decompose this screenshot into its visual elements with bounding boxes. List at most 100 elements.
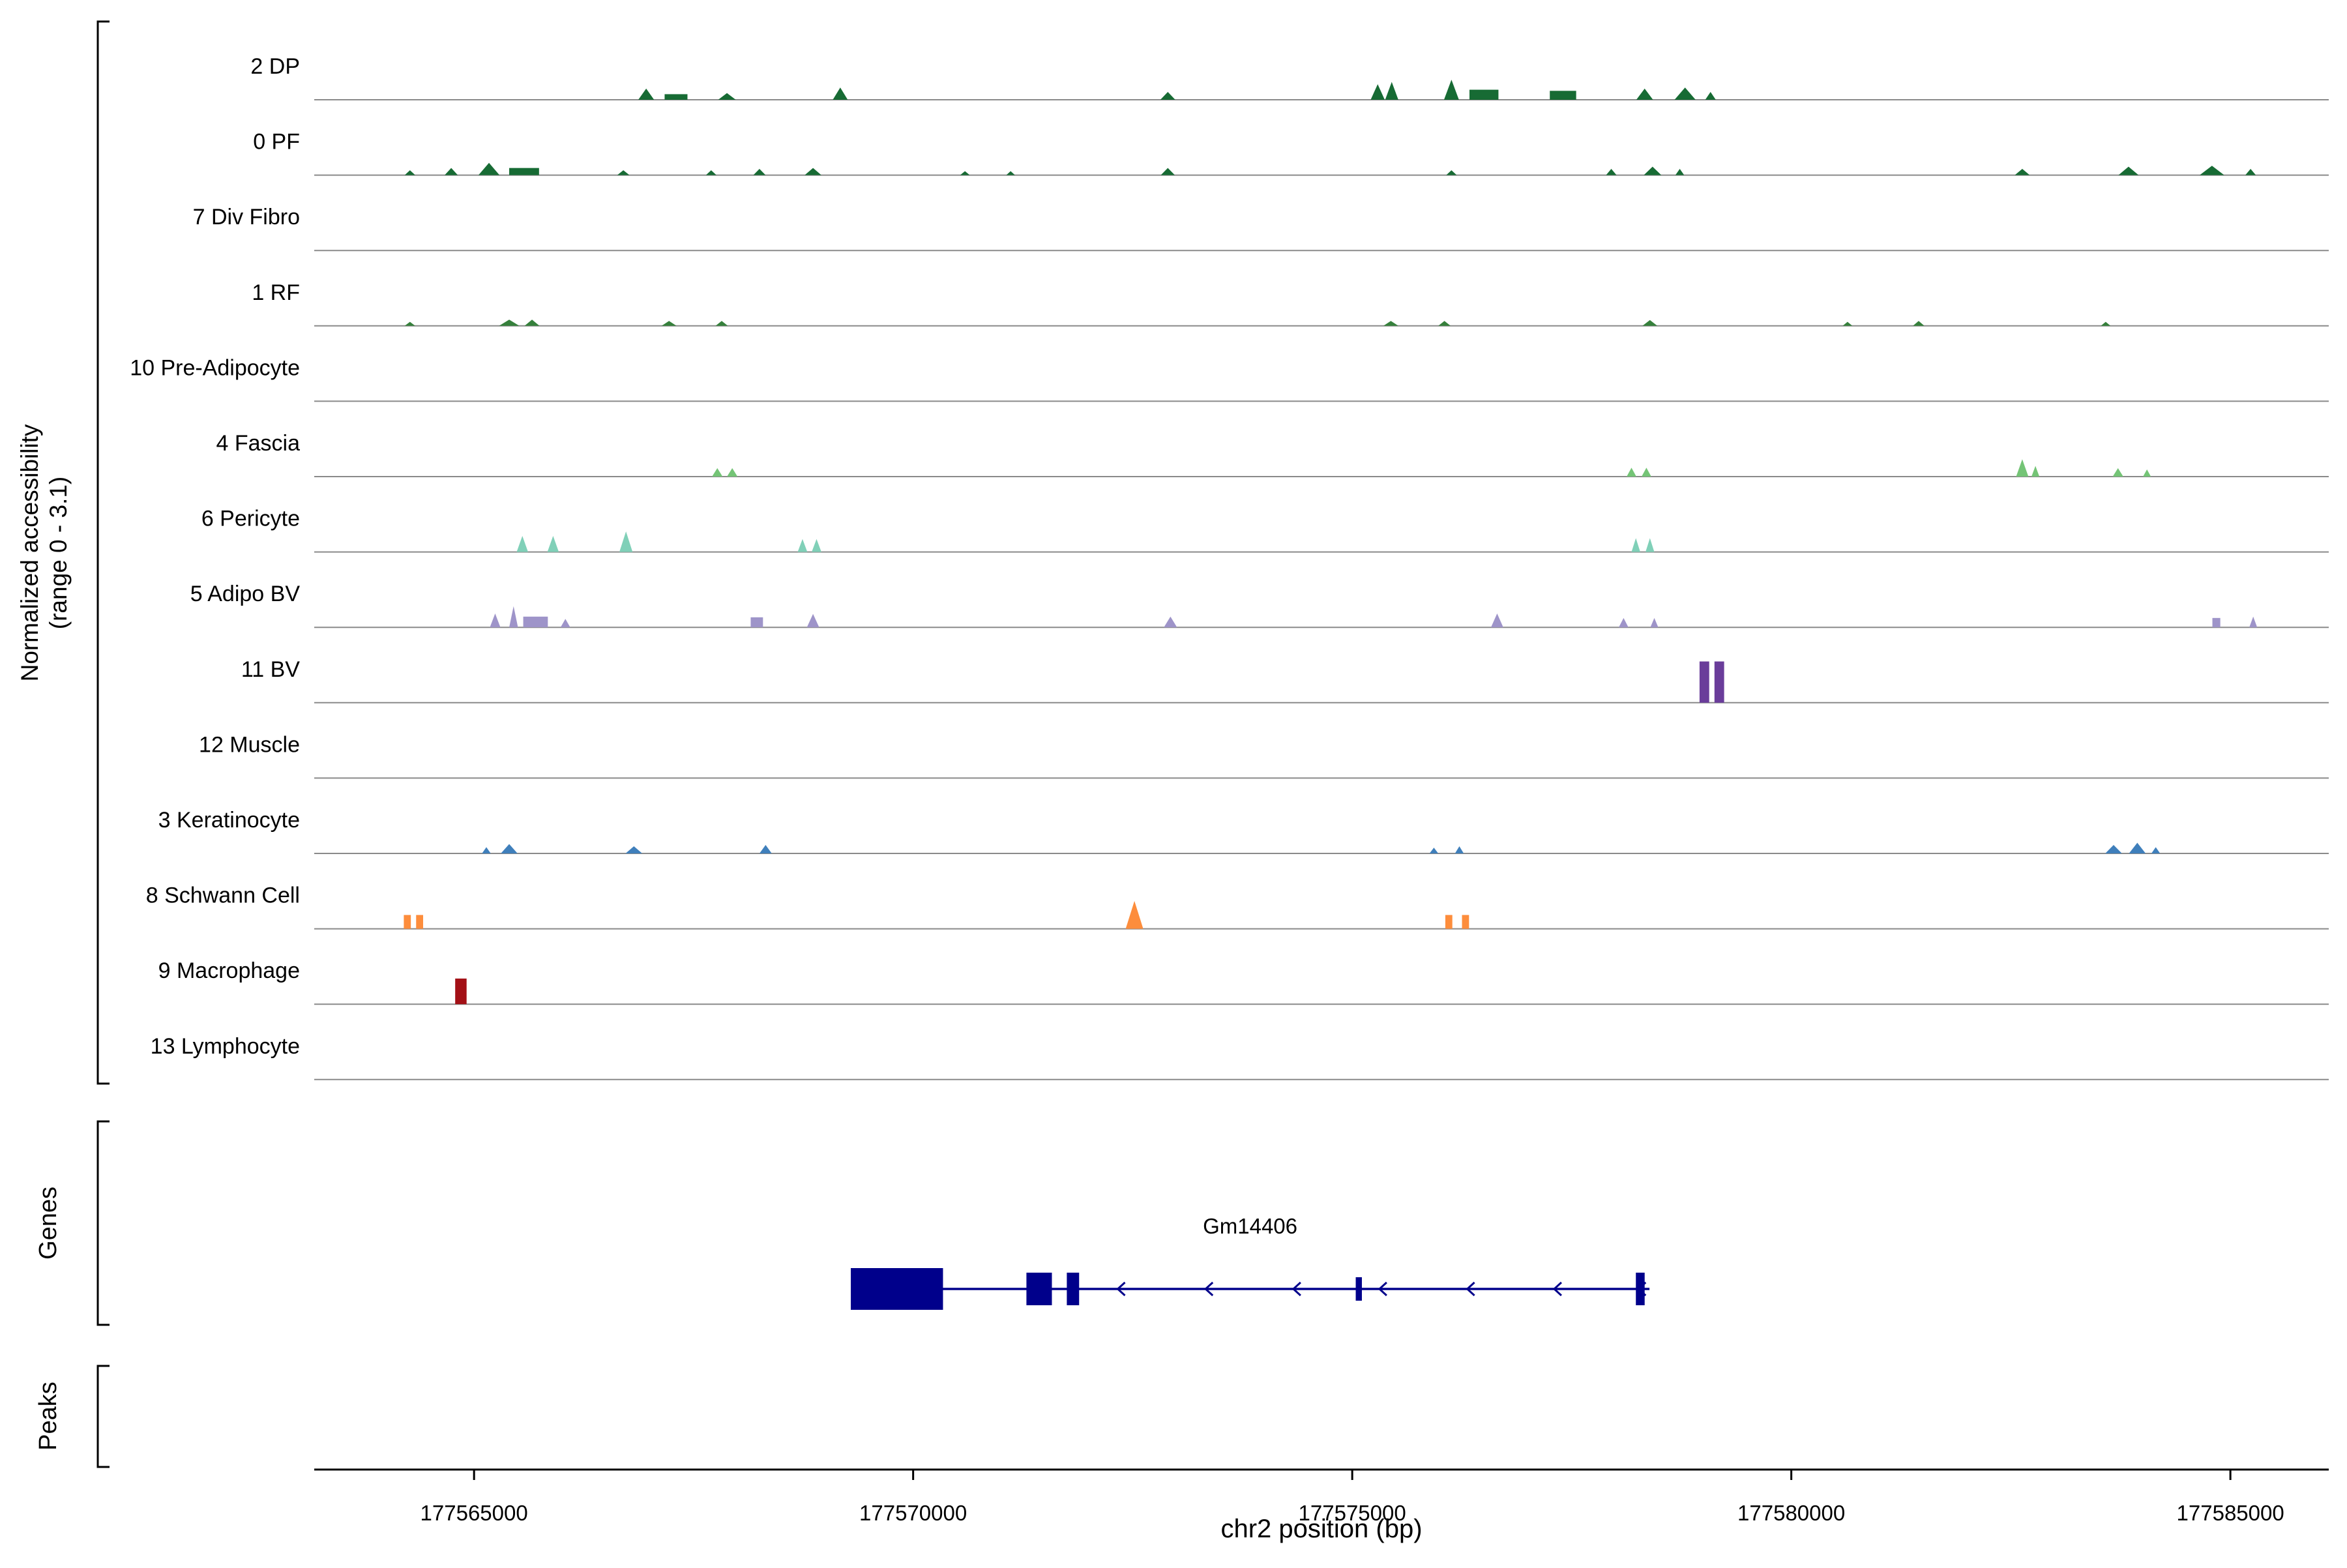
signal-peak: [2031, 466, 2040, 477]
signal-peak: [1006, 171, 1015, 175]
signal-peak: [1644, 166, 1662, 175]
track-label-1-rf: 1 RF: [252, 280, 300, 305]
section-bracket: [96, 20, 110, 1085]
gene-strand-arrow: [1378, 1281, 1387, 1297]
track-label-11-bv: 11 BV: [241, 657, 300, 682]
signal-peak: [547, 535, 559, 552]
signal-peak: [1674, 87, 1696, 100]
track-3-keratinocyte: 3 Keratinocyte: [158, 808, 2329, 854]
x-axis: 177565000 177570000 177575000 177580000 1775…: [314, 1468, 2329, 1525]
gene-exon: [1026, 1273, 1052, 1305]
track-11-bv: 11 BV: [241, 657, 2329, 703]
section-brackets: [96, 20, 110, 1468]
genes-section-label: Genes: [35, 1187, 62, 1260]
signal-peak: [1160, 92, 1175, 100]
signal-peak: [960, 171, 970, 175]
gene-name-label: Gm14406: [1203, 1214, 1297, 1238]
track-label-6-pericyte: 6 Pericyte: [201, 507, 300, 531]
gene-exon: [1636, 1273, 1645, 1305]
y-axis-label-line1: Normalized accessibility: [16, 424, 43, 681]
signal-peak: [404, 915, 411, 929]
signal-peak: [490, 614, 501, 628]
signal-peak: [661, 321, 677, 326]
track-label-12-muscle: 12 Muscle: [199, 732, 300, 757]
signal-peak: [509, 168, 539, 175]
signal-peak: [1385, 81, 1398, 100]
track-1-rf: 1 RF: [252, 280, 2329, 327]
signal-peak: [638, 88, 655, 100]
signal-peak: [524, 319, 540, 326]
signal-peak: [1125, 900, 1144, 929]
signal-peak: [753, 169, 766, 175]
signal-peak: [1714, 661, 1724, 703]
signal-peak: [1438, 321, 1451, 326]
signal-peak: [1618, 617, 1629, 628]
signal-peak: [1642, 319, 1658, 326]
signal-peak: [1842, 321, 1853, 326]
signal-peak: [625, 846, 643, 853]
accessibility-tracks: 2 DP 0 PF 7 Div Fibro 1 RF 10 Pre-Adipocyte 4…: [130, 54, 2329, 1080]
signal-peak: [516, 535, 528, 552]
signal-peak: [2245, 169, 2256, 175]
signal-peak: [1462, 915, 1469, 929]
track-label-3-keratinocyte: 3 Keratinocyte: [158, 808, 300, 833]
track-0-pf: 0 PF: [253, 130, 2329, 176]
signal-peak: [501, 844, 518, 853]
signal-peak: [1164, 616, 1177, 628]
track-label-0-pf: 0 PF: [253, 130, 300, 155]
signal-peak: [1370, 84, 1385, 100]
signal-peak: [404, 321, 415, 326]
signal-peak: [2112, 468, 2123, 477]
track-label-7-div-fibro: 7 Div Fibro: [193, 205, 300, 229]
signal-peak: [1429, 848, 1439, 853]
signal-peak: [797, 539, 808, 552]
track-5-adipo-bv: 5 Adipo BV: [190, 582, 2329, 629]
gene-exon: [851, 1268, 943, 1310]
track-6-pericyte: 6 Pericyte: [201, 507, 2329, 553]
signal-peak: [1446, 170, 1457, 175]
signal-peak: [1160, 168, 1175, 175]
gene-strand-arrow: [1116, 1281, 1126, 1297]
y-axis-label-line2: (range 0 - 3.1): [45, 477, 72, 629]
signal-peak: [2151, 847, 2161, 853]
x-axis-tick-label: 177565000: [421, 1501, 528, 1525]
track-label-2-dp: 2 DP: [250, 54, 300, 79]
signal-peak: [712, 468, 723, 477]
track-12-muscle: 12 Muscle: [199, 732, 2329, 779]
section-bracket: [96, 1365, 110, 1468]
x-axis-title: chr2 position (bp): [1220, 1515, 1422, 1543]
signal-peak: [705, 170, 716, 175]
gene-strand-arrow: [1466, 1281, 1475, 1297]
signal-peak: [804, 168, 821, 175]
signal-peak: [715, 321, 728, 326]
gene-strand-arrow: [1552, 1281, 1562, 1297]
signal-peak: [664, 94, 688, 100]
gene-strand-arrow: [1203, 1281, 1214, 1297]
signal-peak: [1454, 846, 1464, 853]
track-4-fascia: 4 Fascia: [216, 431, 2329, 477]
track-10-pre-adipocyte: 10 Pre-Adipocyte: [130, 355, 2329, 402]
track-label-13-lymphocyte: 13 Lymphocyte: [151, 1034, 300, 1059]
signal-peak: [445, 168, 458, 175]
signal-peak: [2249, 616, 2258, 628]
signal-peak: [1699, 661, 1709, 703]
signal-peak: [1913, 321, 1925, 326]
signal-peak: [619, 531, 633, 552]
signal-peak: [416, 915, 424, 929]
signal-peak: [1641, 467, 1651, 477]
peaks-section-label: Peaks: [35, 1382, 62, 1451]
track-label-8-schwann-cell: 8 Schwann Cell: [146, 883, 300, 908]
signal-peak: [1631, 538, 1640, 552]
signal-peak: [1606, 169, 1617, 175]
signal-peak: [404, 170, 415, 175]
signal-peak: [523, 616, 548, 628]
track-9-macrophage: 9 Macrophage: [158, 958, 2329, 1005]
signal-peak: [1490, 614, 1503, 628]
signal-peak: [499, 319, 520, 326]
gene-Gm14406: Gm14406: [851, 1214, 1650, 1310]
signal-peak: [806, 614, 819, 628]
signal-peak: [1383, 321, 1398, 326]
signal-peak: [560, 619, 570, 628]
signal-peak: [482, 847, 491, 853]
